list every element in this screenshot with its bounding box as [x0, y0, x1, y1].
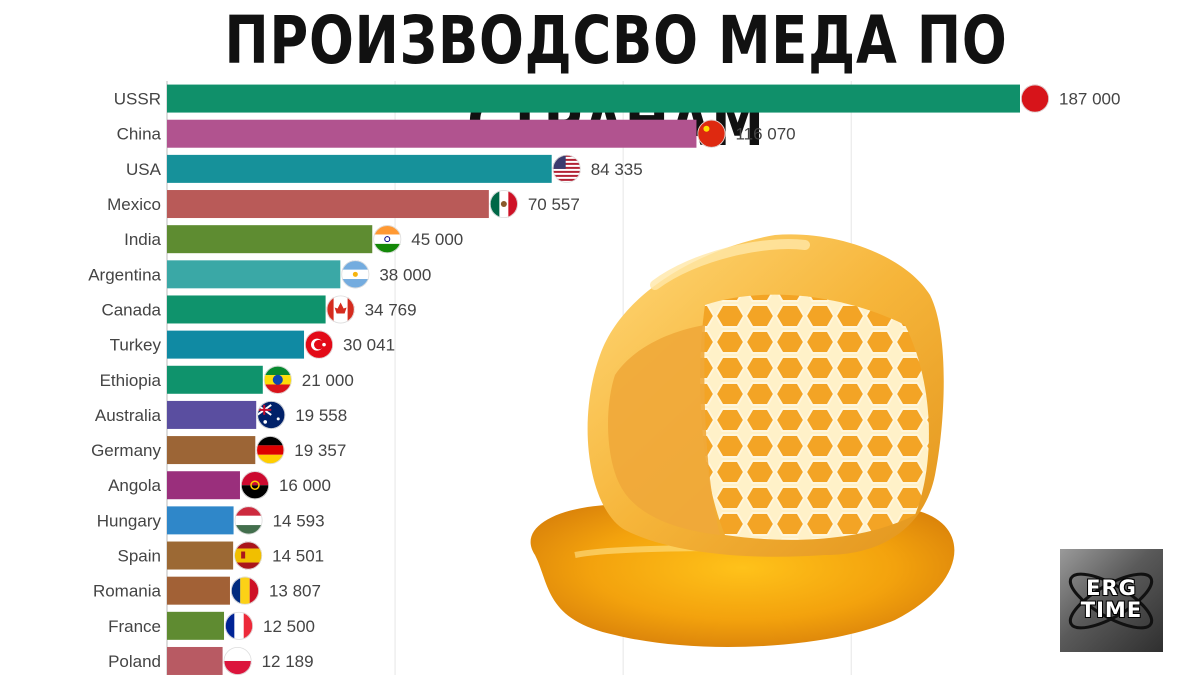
- bar-row: Angola 16 000: [108, 471, 331, 500]
- bar: [167, 225, 373, 254]
- value-label: 30 041: [343, 336, 395, 355]
- category-label: USA: [126, 160, 162, 179]
- value-label: 38 000: [379, 265, 431, 284]
- ergtime-logo: ERG TIME: [1060, 549, 1163, 652]
- bar: [167, 84, 1020, 113]
- category-label: France: [108, 617, 161, 636]
- category-label: Argentina: [88, 265, 161, 284]
- germany-flag-icon: [256, 436, 285, 465]
- value-label: 34 769: [365, 300, 417, 319]
- bar-row: Australia 19 558: [95, 400, 347, 429]
- bar-row: Ethiopia 21 000: [100, 365, 354, 394]
- bar: [167, 400, 257, 429]
- bar: [167, 576, 230, 605]
- value-label: 21 000: [302, 371, 354, 390]
- bar: [167, 190, 489, 219]
- india-flag-icon: [373, 225, 402, 254]
- category-label: Ethiopia: [100, 371, 162, 390]
- category-label: USSR: [114, 90, 161, 109]
- value-label: 13 807: [269, 582, 321, 601]
- value-label: 84 335: [591, 160, 643, 179]
- france-flag-icon: [225, 611, 254, 640]
- bar: [167, 436, 256, 465]
- bar: [167, 471, 240, 500]
- mexico-flag-icon: [489, 190, 518, 219]
- argentina-flag-icon: [341, 260, 370, 289]
- angola-flag-icon: [240, 471, 269, 500]
- value-label: 70 557: [528, 195, 580, 214]
- category-label: Poland: [108, 652, 161, 671]
- value-label: 45 000: [411, 230, 463, 249]
- category-label: Mexico: [107, 195, 161, 214]
- category-label: Romania: [93, 582, 162, 601]
- honeycomb-image: [530, 234, 955, 647]
- bar-row: Argentina 38 000: [88, 260, 431, 289]
- bar-row: Hungary 14 593: [97, 506, 325, 535]
- bar-row: Spain 14 501: [118, 541, 324, 570]
- value-label: 12 500: [263, 617, 315, 636]
- value-label: 16 000: [279, 476, 331, 495]
- category-label: Spain: [118, 547, 161, 566]
- bar: [167, 646, 223, 675]
- bar-row: China 116 070: [117, 119, 796, 148]
- category-label: Hungary: [97, 511, 162, 530]
- logo-text-time: TIME: [1080, 598, 1143, 622]
- category-label: Germany: [91, 441, 161, 460]
- value-label: 12 189: [262, 652, 314, 671]
- category-label: Canada: [101, 300, 161, 319]
- value-label: 19 357: [294, 441, 346, 460]
- value-label: 14 593: [273, 511, 325, 530]
- logo-text-erg: ERG: [1086, 576, 1137, 600]
- bar: [167, 260, 341, 289]
- bar-row: France 12 500: [108, 611, 315, 640]
- hungary-flag-icon: [234, 506, 263, 535]
- category-label: Turkey: [110, 336, 162, 355]
- bar-row: Turkey 30 041: [110, 330, 395, 359]
- bar: [167, 295, 326, 324]
- category-label: India: [124, 230, 161, 249]
- bar: [167, 330, 305, 359]
- usa-flag-icon: [552, 154, 581, 183]
- value-label: 19 558: [295, 406, 347, 425]
- value-label: 14 501: [272, 547, 324, 566]
- canada-flag-icon: [326, 295, 355, 324]
- bar: [167, 506, 234, 535]
- bar: [167, 541, 234, 570]
- bar-row: Mexico 70 557: [107, 190, 580, 219]
- bar-row: India 45 000: [124, 225, 463, 254]
- bar: [167, 154, 552, 183]
- bar-row: USA 84 335: [126, 154, 643, 183]
- bar-row: Germany 19 357: [91, 436, 346, 465]
- bar-row: Canada 34 769: [101, 295, 417, 324]
- bar-row: USSR 187 000: [114, 84, 1120, 113]
- bar-row: Poland 12 189: [108, 646, 314, 675]
- category-label: Angola: [108, 476, 161, 495]
- australia-flag-icon: [257, 400, 286, 429]
- ussr-flag-icon: [1020, 84, 1050, 113]
- romania-flag-icon: [230, 576, 259, 605]
- value-label: 116 070: [735, 125, 795, 144]
- bar: [167, 611, 225, 640]
- poland-flag-icon: [223, 646, 252, 675]
- bar: [167, 365, 263, 394]
- ethiopia-flag-icon: [263, 365, 292, 394]
- bar: [167, 119, 697, 148]
- category-label: Australia: [95, 406, 162, 425]
- turkey-flag-icon: [305, 330, 334, 359]
- spain-flag-icon: [234, 541, 263, 570]
- china-flag-icon: [697, 119, 726, 148]
- bar-row: Romania 13 807: [93, 576, 321, 605]
- category-label: China: [117, 125, 162, 144]
- value-label: 187 000: [1059, 90, 1120, 109]
